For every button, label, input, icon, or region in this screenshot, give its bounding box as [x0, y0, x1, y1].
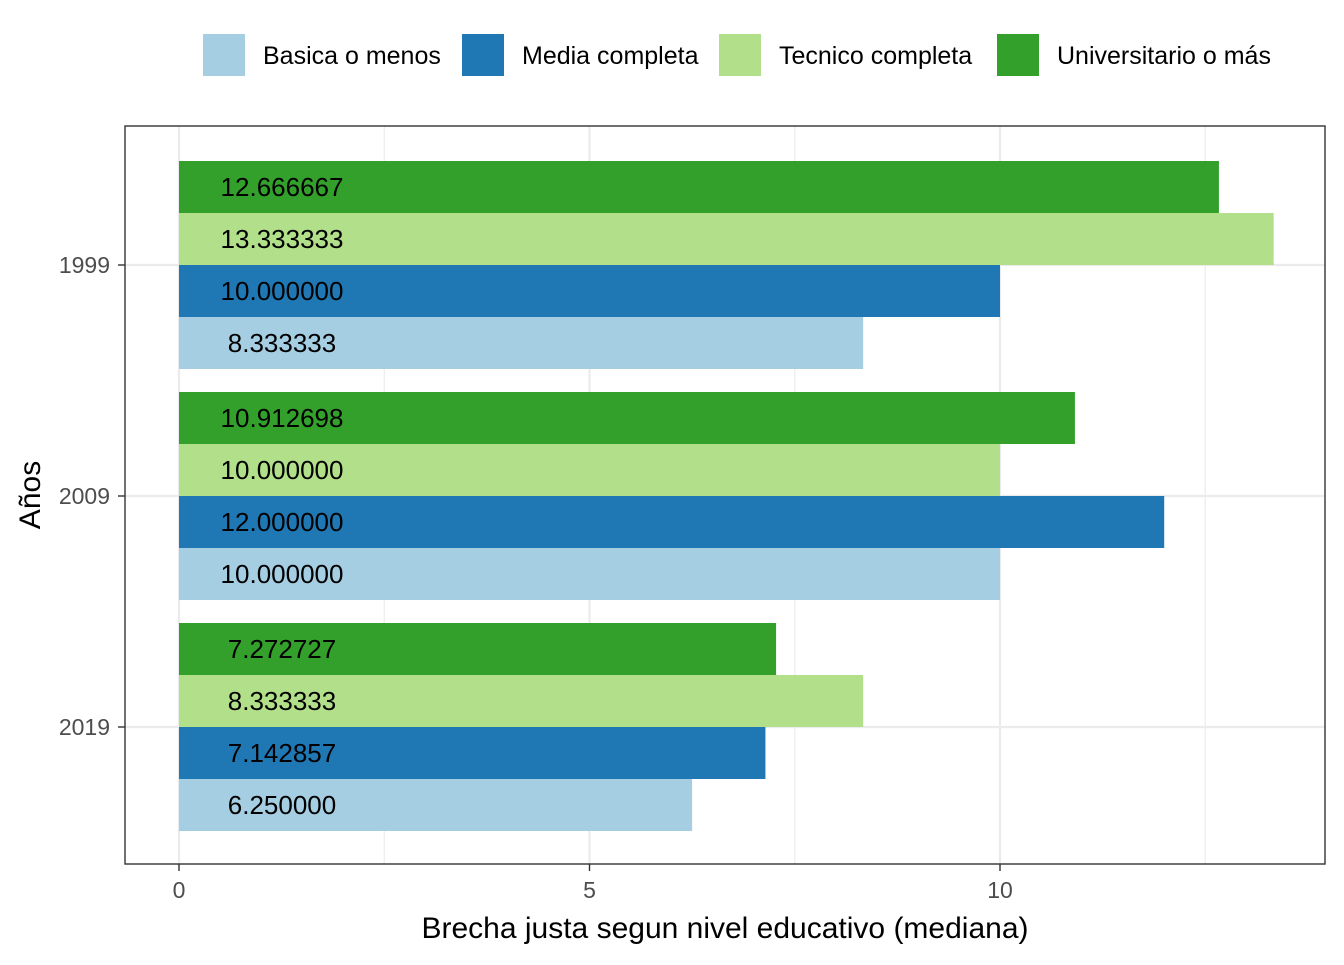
panel-border — [124, 125, 1326, 865]
bar — [179, 265, 1000, 317]
y-tick-label: 2019 — [59, 714, 110, 740]
bar — [179, 548, 1000, 600]
legend-key — [719, 34, 761, 76]
data-label: 7.142857 — [228, 738, 336, 768]
bar — [179, 444, 1000, 496]
y-axis: 1999 2009 2019 — [59, 252, 125, 740]
x-tick-label: 0 — [173, 877, 186, 903]
data-label: 7.272727 — [228, 634, 336, 664]
legend-key — [462, 34, 504, 76]
y-tick-label: 2009 — [59, 483, 110, 509]
x-tick-label: 5 — [583, 877, 596, 903]
data-label: 10.000000 — [221, 276, 344, 306]
data-label: 10.000000 — [221, 559, 344, 589]
y-axis-title: Años — [14, 461, 47, 529]
x-axis: 0 5 10 — [173, 864, 1013, 903]
data-label: 6.250000 — [228, 790, 336, 820]
bar — [179, 161, 1219, 213]
data-label: 12.666667 — [221, 172, 344, 202]
legend-label: Universitario o más — [1057, 42, 1271, 70]
legend: Basica o menos Media completa Tecnico comp… — [203, 34, 1271, 76]
x-tick-label: 10 — [987, 877, 1013, 903]
x-axis-title: Brecha justa segun nivel educativo (medi… — [421, 912, 1028, 945]
bar — [179, 392, 1075, 444]
legend-key — [203, 34, 245, 76]
bar — [179, 779, 693, 831]
legend-item: Universitario o más — [997, 34, 1271, 76]
legend-key — [997, 34, 1039, 76]
bar — [179, 675, 864, 727]
legend-item: Basica o menos — [203, 34, 441, 76]
legend-label: Media completa — [522, 42, 699, 70]
data-label: 10.912698 — [221, 403, 344, 433]
bar — [179, 213, 1274, 265]
bar — [179, 623, 777, 675]
y-tick-label: 1999 — [59, 252, 110, 278]
data-label: 13.333333 — [221, 224, 344, 254]
bar — [179, 727, 766, 779]
bar — [179, 317, 864, 369]
bars — [179, 161, 1274, 831]
legend-label: Basica o menos — [263, 42, 441, 70]
data-label: 8.333333 — [228, 686, 336, 716]
bar — [179, 496, 1165, 548]
data-labels: 8.333333 10.000000 13.333333 12.666667 10.00… — [221, 172, 344, 820]
data-label: 8.333333 — [228, 328, 336, 358]
legend-item: Tecnico completa — [719, 34, 972, 76]
legend-item: Media completa — [462, 34, 699, 76]
legend-label: Tecnico completa — [779, 42, 972, 70]
data-label: 10.000000 — [221, 455, 344, 485]
data-label: 12.000000 — [221, 507, 344, 537]
